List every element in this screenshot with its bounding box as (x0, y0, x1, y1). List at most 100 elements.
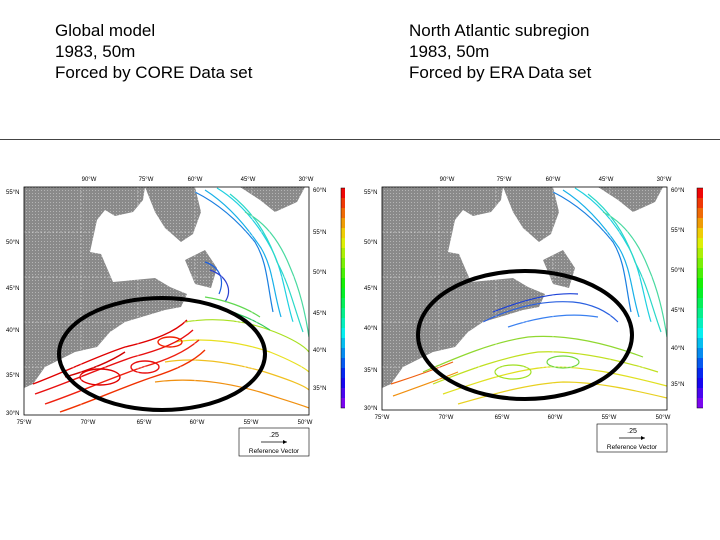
colorbar-swatch (341, 358, 348, 368)
colorbar: 191817161514131211109876543210-1-2 (340, 187, 356, 409)
lon-top-label: 45°W (241, 177, 256, 183)
reference-vector: .25 Reference Vector (238, 427, 310, 457)
colorbar-swatch (341, 308, 348, 318)
right-caption-line-2: 1983, 50m (409, 42, 490, 61)
lon-bottom-label: 50°W (298, 420, 313, 426)
reference-label: Reference Vector (607, 444, 658, 451)
lon-bottom-label: 65°W (137, 420, 152, 426)
newfoundland (543, 250, 575, 288)
colorbar-swatch (341, 228, 348, 238)
colorbar-swatch (697, 218, 704, 228)
colorbar-swatch (697, 188, 704, 198)
colorbar-swatch (341, 388, 348, 398)
lat-left-label: 40°N (6, 328, 19, 334)
map-frame (381, 186, 668, 411)
lon-bottom-label: 70°W (81, 420, 96, 426)
lat-right-label: 45°N (313, 311, 326, 317)
lat-right-label: 40°N (671, 346, 684, 352)
colorbar-swatch (341, 288, 348, 298)
colorbar-swatch (697, 228, 704, 238)
lat-right-label: 45°N (671, 308, 684, 314)
lat-left-label: 55°N (6, 190, 19, 196)
lat-right-label: 60°N (671, 188, 684, 194)
reference-vector: .25 Reference Vector (596, 423, 668, 453)
colorbar-swatch (697, 208, 704, 218)
labrador (503, 187, 559, 242)
colorbar-swatch (341, 338, 348, 348)
lat-left-label: 45°N (6, 286, 19, 292)
lon-bottom-label: 75°W (375, 415, 390, 421)
colorbar-swatch (697, 318, 704, 328)
colorbar-swatch (341, 378, 348, 388)
left-caption-line-1: Global model (55, 21, 156, 40)
colorbar-swatch (697, 338, 704, 348)
colorbar-swatch (341, 278, 348, 288)
colorbar-swatch (697, 288, 704, 298)
colorbar-swatch (697, 388, 704, 398)
colorbar-swatch (697, 368, 704, 378)
colorbar-swatch (697, 398, 704, 408)
current-vectors-mid (390, 335, 667, 405)
map-content (382, 187, 667, 410)
colorbar-swatch (697, 248, 704, 258)
colorbar-swatch (341, 258, 348, 268)
lat-right-label: 35°N (671, 382, 684, 388)
lat-right-label: 60°N (313, 188, 326, 194)
lon-bottom-label: 50°W (656, 415, 671, 421)
lon-bottom-label: 55°W (244, 420, 259, 426)
land-mass (382, 187, 545, 388)
colorbar-swatch (341, 198, 348, 208)
lon-top-label: 75°W (497, 177, 512, 183)
right-caption-line-1: North Atlantic subregion (409, 21, 590, 40)
lon-top-label: 60°W (188, 177, 203, 183)
left-caption-line-2: 1983, 50m (55, 42, 136, 61)
lat-left-label: 40°N (364, 326, 377, 332)
greenland-tip (598, 187, 663, 212)
map-left: 90°W 75°W 60°W 45°W 30°W 75°W 70°W 65°W … (6, 177, 356, 457)
colorbar-swatch (341, 318, 348, 328)
lon-top-label: 90°W (82, 177, 97, 183)
lon-top-label: 30°W (299, 177, 314, 183)
lon-bottom-label: 60°W (548, 415, 563, 421)
map-frame (23, 186, 310, 416)
colorbar-swatch (697, 298, 704, 308)
colorbar-swatch (341, 188, 348, 198)
colorbar-swatch (697, 308, 704, 318)
left-caption: Global model 1983, 50m Forced by CORE Da… (55, 20, 252, 83)
lat-left-label: 55°N (364, 190, 377, 196)
current-vectors-mid (154, 296, 309, 409)
newfoundland (185, 250, 217, 288)
colorbar-swatch (341, 298, 348, 308)
right-caption-line-3: Forced by ERA Data set (409, 63, 592, 82)
colorbar-swatch (341, 368, 348, 378)
lat-left-label: 50°N (364, 240, 377, 246)
reference-label: Reference Vector (249, 448, 300, 455)
gulf-stream-vectors (32, 319, 206, 413)
map-panel-left: 90°W 75°W 60°W 45°W 30°W 75°W 70°W 65°W … (5, 172, 356, 462)
lon-bottom-label: 55°W (602, 415, 617, 421)
reference-value: .25 (627, 428, 637, 435)
lon-top-label: 45°W (599, 177, 614, 183)
greenland-tip (240, 187, 305, 212)
lat-left-label: 30°N (364, 406, 377, 412)
colorbar-swatch (341, 248, 348, 258)
right-caption: North Atlantic subregion 1983, 50m Force… (409, 20, 591, 83)
colorbar-swatch (697, 198, 704, 208)
lon-bottom-label: 75°W (17, 420, 32, 426)
colorbar-swatch (697, 278, 704, 288)
colorbar-swatch (341, 328, 348, 338)
labrador (145, 187, 201, 242)
highlight-ellipse (416, 269, 634, 401)
colorbar-swatch (341, 218, 348, 228)
lat-right-label: 35°N (313, 386, 326, 392)
colorbar-swatch (697, 328, 704, 338)
lat-right-label: 50°N (313, 270, 326, 276)
lat-left-label: 50°N (6, 240, 19, 246)
colorbar-swatch (697, 348, 704, 358)
map-panel-right: 90°W 75°W 60°W 45°W 30°W 75°W 70°W 65°W … (363, 172, 712, 462)
lat-right-label: 50°N (671, 268, 684, 274)
colorbar-swatch (341, 238, 348, 248)
lat-left-label: 30°N (6, 411, 19, 417)
lon-top-label: 75°W (139, 177, 154, 183)
colorbar-swatch (341, 398, 348, 408)
